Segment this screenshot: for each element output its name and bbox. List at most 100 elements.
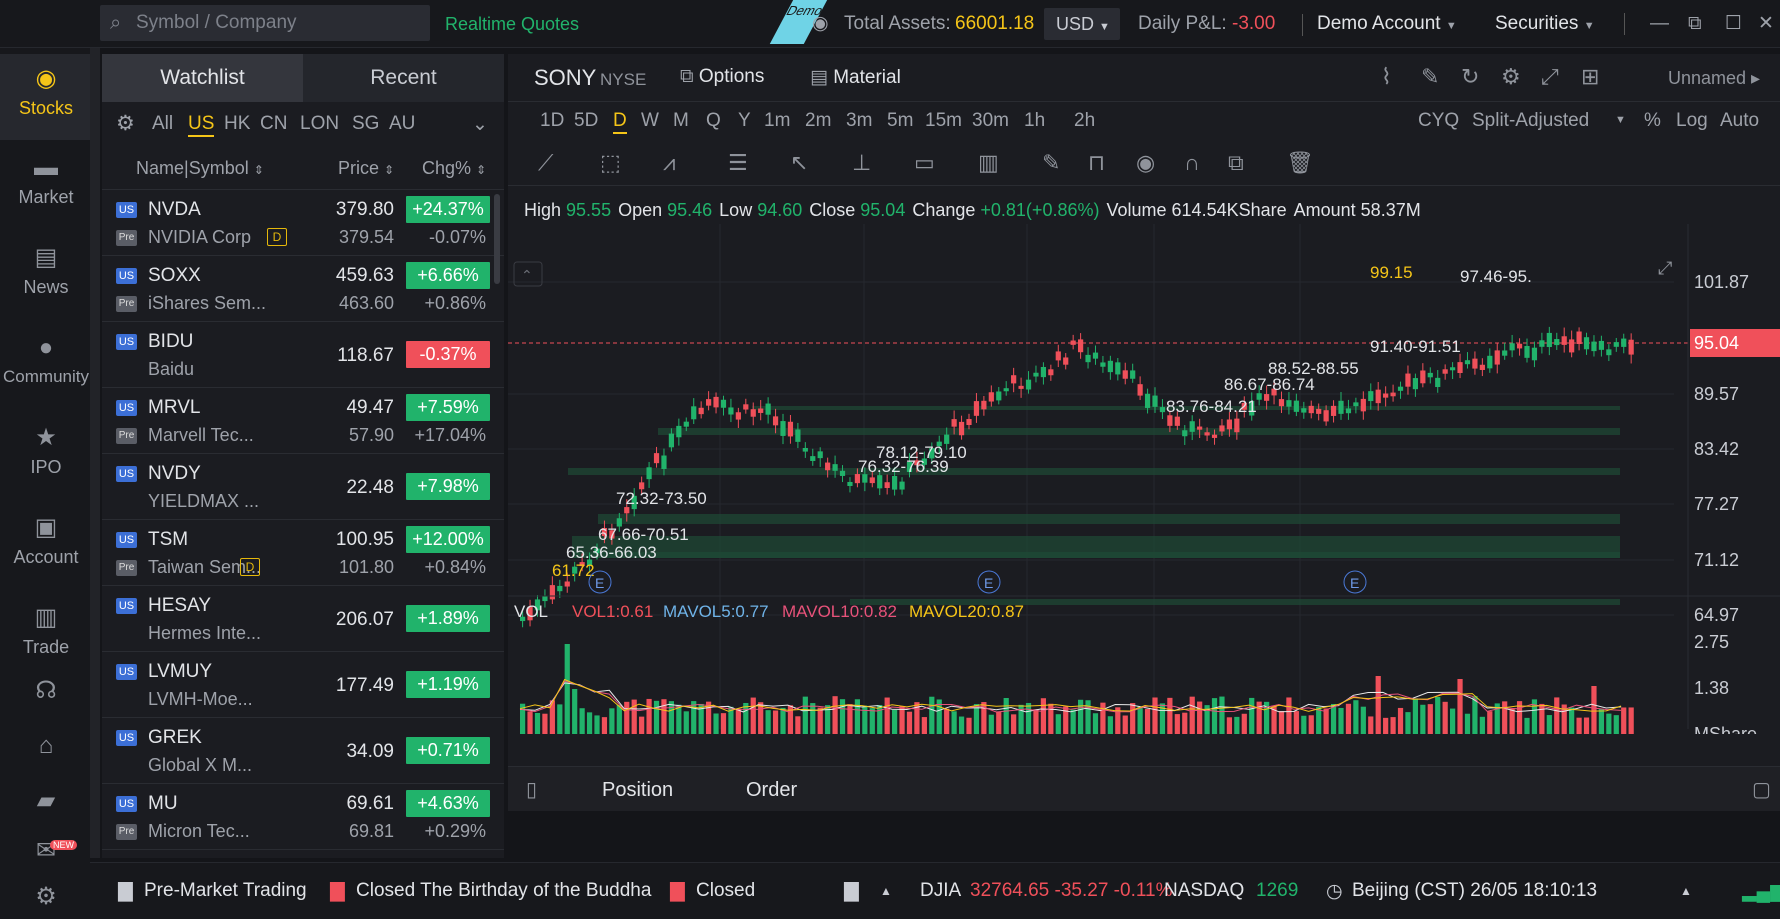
nav-news[interactable]: ▤ News (23, 244, 69, 298)
period-w[interactable]: W (641, 110, 659, 131)
tab-order[interactable]: Order (746, 779, 798, 801)
watchlist-row[interactable]: US MRVL Marvell Tec... Pre 49.47 57.90 +7.59% +… (102, 388, 504, 454)
row-symbol: MU (148, 793, 178, 814)
bar-tool-icon[interactable]: ▥ (978, 150, 999, 175)
trash-icon[interactable]: 🗑 (1286, 150, 1314, 175)
indicator-icon[interactable]: ⌇ (1381, 64, 1392, 89)
period-30m[interactable]: 30m (972, 110, 1009, 131)
support-icon[interactable]: ☊ (35, 677, 57, 704)
period-m[interactable]: M (673, 110, 689, 131)
period-15m[interactable]: 15m (925, 110, 962, 131)
watchlist-row[interactable]: US TSM Taiwan Sem... Pre 100.95 101.80 +12.00%… (102, 520, 504, 586)
period-2m[interactable]: 2m (805, 110, 832, 131)
chart-option-cyq[interactable]: CYQ (1418, 110, 1460, 131)
col-name[interactable]: Name|Symbol ⇕ (136, 158, 264, 178)
watchlist-row[interactable]: US HESAY Hermes Inte... 206.07 +1.89% (102, 586, 504, 652)
nav-ipo[interactable]: ★ IPO (30, 424, 62, 478)
clone-icon[interactable]: ⧉ (1228, 150, 1244, 175)
chevron-up-icon[interactable]: ▲ (1680, 884, 1692, 898)
magnet-icon[interactable]: ∩ (1184, 150, 1200, 175)
gear-icon[interactable]: ⚙ (116, 112, 135, 135)
tab-position[interactable]: Position (602, 779, 674, 801)
filter-au[interactable]: AU (389, 113, 416, 134)
filter-us[interactable]: US (188, 113, 215, 137)
eye-icon[interactable]: ◉ (1136, 150, 1156, 175)
filter-hk[interactable]: HK (224, 113, 251, 134)
chevron-down-icon[interactable]: ⌄ (472, 114, 488, 135)
realtime-quotes-link[interactable]: Realtime Quotes (445, 14, 580, 34)
col-chg[interactable]: Chg% ⇕ (422, 158, 487, 178)
period-d[interactable]: D (613, 110, 627, 134)
gift-icon[interactable]: ⌂ (38, 732, 54, 759)
filter-sg[interactable]: SG (352, 113, 380, 134)
options-button[interactable]: ⧉ Options (680, 66, 765, 87)
filter-all[interactable]: All (152, 113, 174, 134)
filter-cn[interactable]: CN (260, 113, 288, 134)
draw-icon[interactable]: ✎ (1421, 64, 1440, 89)
chevron-down-icon[interactable]: ▼ (1615, 114, 1626, 126)
chart-option-splitadjusted[interactable]: Split-Adjusted (1472, 110, 1590, 131)
layout-select[interactable]: Unnamed ▸ (1668, 68, 1761, 88)
period-1m[interactable]: 1m (764, 110, 791, 131)
tab-watchlist[interactable]: Watchlist (102, 54, 303, 102)
account-select[interactable]: Demo Account ▼ (1317, 13, 1457, 34)
watchlist-row[interactable]: US SOXX iShares Sem... Pre 459.63 463.60 +6.66… (102, 256, 504, 322)
col-price[interactable]: Price ⇕ (338, 158, 395, 178)
refresh-icon[interactable]: ↻ (1461, 64, 1480, 89)
period-5m[interactable]: 5m (887, 110, 914, 131)
expand-panel-icon[interactable]: ▢ (1752, 779, 1771, 801)
minimize-icon[interactable]: — (1650, 13, 1669, 34)
close-icon[interactable]: ✕ (1758, 13, 1774, 34)
nav-stocks[interactable]: ◉ Stocks (18, 65, 74, 119)
text-tool-icon[interactable]: ▭ (914, 150, 935, 175)
period-5d[interactable]: 5D (574, 110, 599, 131)
candle-body (772, 416, 779, 426)
fullscreen-icon[interactable]: ⤢ (1541, 64, 1559, 89)
fib-tool-icon[interactable]: ☰ (728, 150, 748, 175)
nav-trade[interactable]: ▥ Trade (22, 604, 70, 658)
pattern-tool-icon[interactable]: ⩘ (663, 150, 676, 175)
lock-icon[interactable]: ⊓ (1088, 150, 1106, 175)
tab-recent[interactable]: Recent (370, 66, 437, 89)
nav-community[interactable]: ● Community (3, 334, 89, 387)
period-y[interactable]: Y (738, 110, 751, 131)
panel-toggle-icon[interactable]: ▯ (526, 779, 538, 801)
chart-option-auto[interactable]: Auto (1720, 110, 1760, 131)
period-3m[interactable]: 3m (846, 110, 873, 131)
currency-select[interactable]: USD ▼ (1044, 8, 1120, 40)
mail-icon[interactable]: ✉ (35, 837, 57, 864)
watchlist-row[interactable]: US NVDY YIELDMAX ... 22.48 +7.98% (102, 454, 504, 520)
restore-icon[interactable]: ⧉ (1688, 13, 1702, 34)
chart-option-[interactable]: % (1644, 110, 1661, 131)
settings-icon[interactable]: ⚙ (1501, 64, 1521, 89)
measure-tool-icon[interactable]: ⊥ (852, 150, 872, 175)
arrow-tool-icon[interactable]: ↖ (790, 150, 809, 175)
layout-grid-icon[interactable]: ⊞ (1581, 64, 1600, 89)
period-1d[interactable]: 1D (540, 110, 565, 131)
candlestick-chart[interactable]: 101.87 95.04 89.57 83.42 77.27 71.12 64.97 99.1… (508, 224, 1780, 734)
scrollbar[interactable] (494, 194, 500, 284)
watchlist-row[interactable]: US NVDA NVIDIA Corp Pre 379.80 379.54 +24.37% -… (102, 190, 504, 256)
period-q[interactable]: Q (706, 110, 721, 131)
material-button[interactable]: ▤ Material (810, 67, 901, 88)
search-input[interactable]: ⌕ Symbol / Company (100, 5, 430, 41)
watchlist-row[interactable]: US BIDU Baidu 118.67 -0.37% (102, 322, 504, 388)
watchlist-row[interactable]: US GREK Global X M... 34.09 +0.71% (102, 718, 504, 784)
period-2h[interactable]: 2h (1074, 110, 1096, 131)
period-1h[interactable]: 1h (1024, 110, 1046, 131)
watchlist-row[interactable]: US MU Micron Tec... Pre 69.61 69.81 +4.63% +0.2… (102, 784, 504, 850)
chat-icon[interactable]: ▰ (36, 787, 56, 814)
chevron-up-icon[interactable]: ▲ (880, 884, 892, 898)
rect-tool-icon[interactable]: ⬚ (600, 150, 621, 175)
watchlist-row[interactable]: US LVMUY LVMH-Moe... 177.49 +1.19% (102, 652, 504, 718)
line-tool-icon[interactable]: ⟋ (538, 150, 554, 175)
maximize-icon[interactable]: ☐ (1725, 13, 1743, 34)
settings-icon[interactable]: ⚙ (35, 883, 57, 910)
chart-option-log[interactable]: Log (1676, 110, 1708, 131)
nav-market[interactable]: ▬ Market (18, 154, 74, 208)
filter-lon[interactable]: LON (300, 113, 340, 134)
securities-select[interactable]: Securities ▼ (1495, 13, 1595, 34)
pen-tool-icon[interactable]: ✎ (1042, 150, 1061, 175)
nav-account[interactable]: ▣ Account (13, 514, 79, 568)
eye-icon[interactable]: ◉ (812, 13, 829, 34)
